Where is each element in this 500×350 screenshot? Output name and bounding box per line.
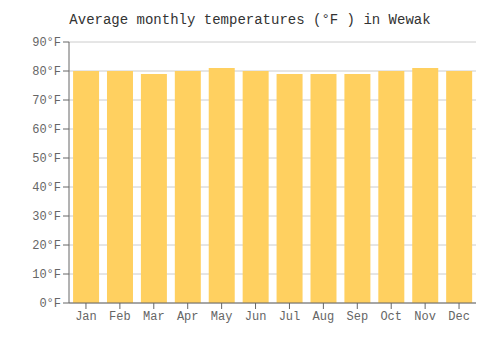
svg-text:30°F: 30°F	[32, 210, 61, 224]
svg-text:Aug: Aug	[313, 310, 335, 324]
svg-text:40°F: 40°F	[32, 181, 61, 195]
svg-text:Nov: Nov	[414, 310, 436, 324]
svg-text:10°F: 10°F	[32, 268, 61, 282]
svg-text:90°F: 90°F	[32, 36, 61, 50]
svg-text:Apr: Apr	[177, 310, 199, 324]
svg-text:Oct: Oct	[380, 310, 402, 324]
svg-text:80°F: 80°F	[32, 65, 61, 79]
svg-text:Mar: Mar	[143, 310, 165, 324]
svg-text:Jun: Jun	[245, 310, 267, 324]
svg-text:0°F: 0°F	[39, 297, 61, 311]
svg-text:70°F: 70°F	[32, 94, 61, 108]
svg-text:Feb: Feb	[109, 310, 131, 324]
svg-text:Dec: Dec	[448, 310, 470, 324]
html-text:Average monthly temperatures (: Average monthly temperatures (°F ) in We…	[69, 12, 431, 28]
svg-text:Jan: Jan	[75, 310, 97, 324]
svg-text:50°F: 50°F	[32, 152, 61, 166]
svg-text:Jul: Jul	[279, 310, 301, 324]
svg-text:60°F: 60°F	[32, 123, 61, 137]
svg-text:Sep: Sep	[346, 310, 368, 324]
svg-text:20°F: 20°F	[32, 239, 61, 253]
svg-text:May: May	[211, 310, 233, 324]
